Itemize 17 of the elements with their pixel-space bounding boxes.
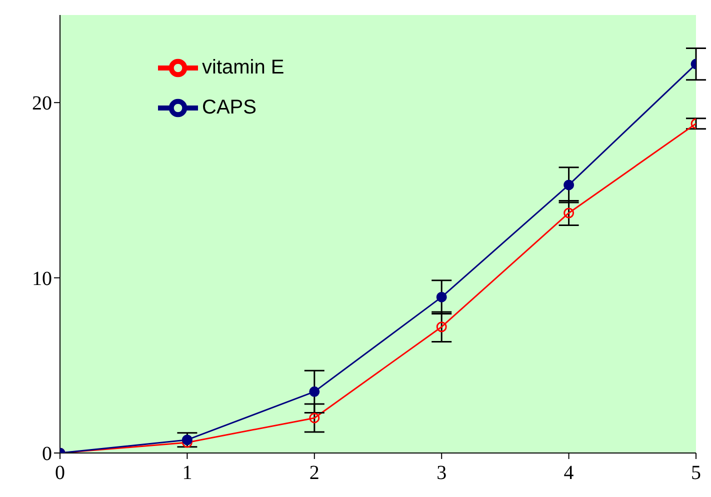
point — [564, 180, 574, 190]
y-tick-label: 20 — [32, 92, 52, 115]
point — [436, 322, 447, 332]
point — [564, 208, 574, 218]
y-tick-label: 10 — [32, 268, 52, 290]
legend-label: CAPS — [202, 96, 256, 118]
x-tick-label: 3 — [436, 462, 447, 484]
point — [309, 386, 320, 397]
point — [309, 412, 320, 424]
x-tick-label: 2 — [309, 462, 320, 484]
y-tick-label: 0 — [42, 443, 52, 466]
legend-label: vitamin E — [202, 56, 284, 78]
x-tick-label: 4 — [564, 462, 574, 484]
x-tick-label: 5 — [691, 462, 701, 484]
point — [182, 434, 192, 446]
point — [436, 292, 447, 302]
x-tick-label: 1 — [182, 462, 192, 484]
